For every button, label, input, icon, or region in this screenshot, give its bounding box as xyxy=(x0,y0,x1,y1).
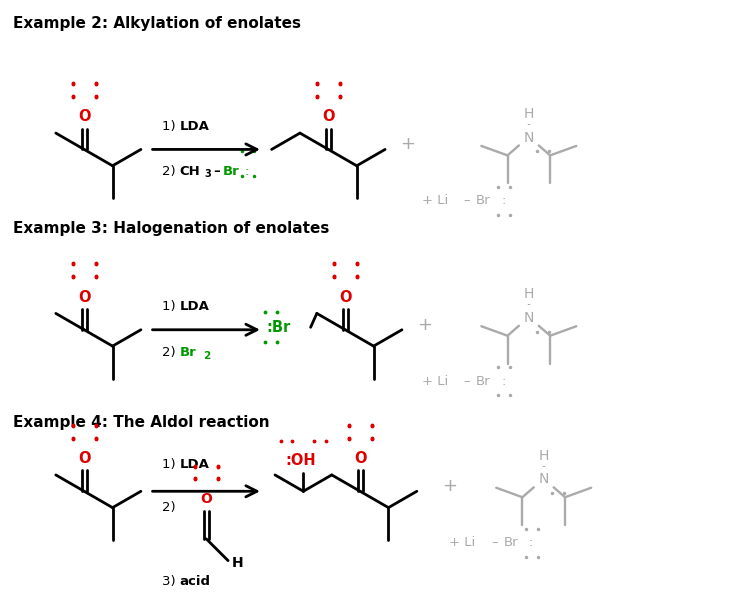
Text: +: + xyxy=(417,316,432,334)
Text: + Li: + Li xyxy=(421,195,448,207)
Text: Example 2: Alkylation of enolates: Example 2: Alkylation of enolates xyxy=(13,16,301,30)
Text: CH: CH xyxy=(180,165,200,178)
Text: 1): 1) xyxy=(162,458,180,471)
Text: LDA: LDA xyxy=(180,120,210,133)
Text: :Br: :Br xyxy=(266,320,291,335)
Text: –: – xyxy=(463,195,470,207)
Text: O: O xyxy=(78,289,90,305)
Text: O: O xyxy=(339,289,351,305)
Text: +: + xyxy=(442,477,457,496)
Text: Br: Br xyxy=(476,195,491,207)
Text: :: : xyxy=(501,195,505,207)
Text: Br: Br xyxy=(504,536,518,549)
Text: Example 3: Halogenation of enolates: Example 3: Halogenation of enolates xyxy=(13,221,329,236)
Text: :: : xyxy=(529,536,533,549)
Text: O: O xyxy=(78,109,90,124)
Text: LDA: LDA xyxy=(180,300,210,313)
Text: 2): 2) xyxy=(162,165,180,178)
Text: O: O xyxy=(201,492,212,506)
Text: +: + xyxy=(401,136,416,153)
Text: –: – xyxy=(213,165,220,178)
Text: :OH: :OH xyxy=(285,453,316,468)
Text: + Li: + Li xyxy=(449,536,476,549)
Text: acid: acid xyxy=(180,576,210,589)
Text: Br: Br xyxy=(180,345,196,359)
Text: –: – xyxy=(491,536,498,549)
Text: Br: Br xyxy=(223,165,240,178)
Text: O: O xyxy=(354,451,366,466)
Text: Example 4: The Aldol reaction: Example 4: The Aldol reaction xyxy=(13,415,269,430)
Text: Br: Br xyxy=(476,375,491,388)
Text: :: : xyxy=(245,165,249,178)
Text: 1): 1) xyxy=(162,120,180,133)
Text: O: O xyxy=(78,451,90,466)
Text: H: H xyxy=(524,107,534,121)
Text: H: H xyxy=(232,556,244,570)
Text: –: – xyxy=(463,375,470,388)
Text: + Li: + Li xyxy=(421,375,448,388)
Text: 2): 2) xyxy=(162,501,180,514)
Text: 2: 2 xyxy=(203,351,210,361)
Text: N: N xyxy=(524,311,534,325)
Text: :: : xyxy=(501,375,505,388)
Text: 3: 3 xyxy=(204,169,211,179)
Text: N: N xyxy=(539,472,549,486)
Text: 1): 1) xyxy=(162,300,180,313)
Text: O: O xyxy=(322,109,335,124)
Text: H: H xyxy=(539,449,549,463)
Text: N: N xyxy=(524,131,534,145)
Text: LDA: LDA xyxy=(180,458,210,471)
Text: 3): 3) xyxy=(162,576,180,589)
Text: 2): 2) xyxy=(162,345,180,359)
Text: H: H xyxy=(524,287,534,301)
